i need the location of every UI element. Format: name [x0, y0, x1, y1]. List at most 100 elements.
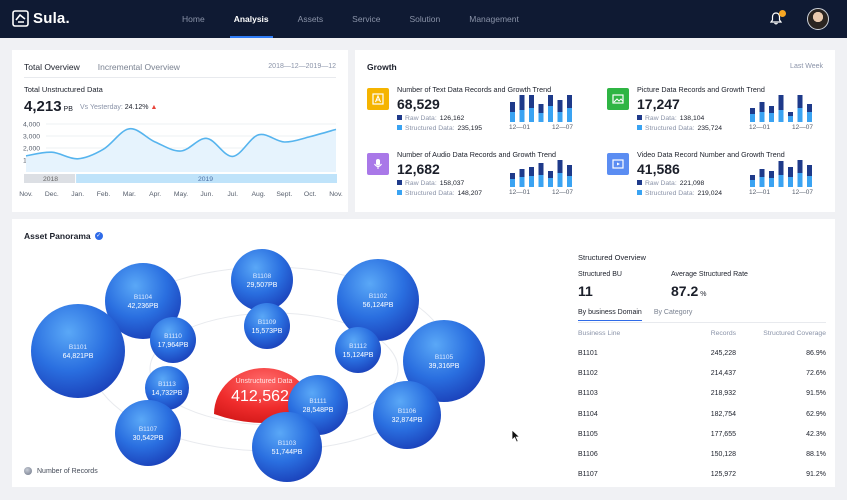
cell-business-line: B1104 — [578, 410, 598, 418]
bubble-b1108[interactable] — [231, 249, 293, 311]
structured-overview: Structured Overview Structured BU Averag… — [578, 219, 826, 487]
bar-structured — [797, 173, 803, 187]
bubble-b1103[interactable] — [252, 412, 322, 482]
tab-incremental-overview[interactable]: Incremental Overview — [97, 62, 180, 72]
raw-legend-swatch — [397, 180, 402, 185]
period-selector[interactable]: Last Week — [790, 63, 823, 70]
bar-raw — [750, 175, 755, 180]
brand-name: Sula. — [33, 10, 70, 27]
bar-structured — [769, 113, 774, 122]
growth-item[interactable]: Video Data Record Number and Growth Tren… — [607, 150, 837, 210]
mini-bar-chart — [750, 95, 812, 122]
cell-records: 177,655 — [710, 430, 736, 438]
y-tick-label: 4,000 — [23, 122, 40, 129]
bar-raw — [769, 171, 774, 178]
table-row[interactable]: B1104 182,754 62.9% — [578, 411, 826, 421]
overview-title: Total Unstructured Data — [24, 85, 103, 94]
year-label-2019: 2019 — [198, 176, 213, 183]
raw-data-label: Raw Data: — [645, 180, 677, 187]
structured-data-row: Structured Data: 219,024 — [637, 190, 722, 197]
bar-raw — [750, 108, 755, 114]
table-row[interactable]: B1107 125,972 91.2% — [578, 471, 826, 481]
col-structured-coverage[interactable]: Structured Coverage — [763, 330, 826, 337]
bubble-id: B1108 — [253, 273, 272, 280]
nav-service[interactable]: Service — [352, 14, 381, 24]
tick-end: 12—07 — [552, 189, 573, 196]
bubble-id: B1110 — [164, 333, 182, 340]
nav-solution[interactable]: Solution — [409, 14, 441, 24]
notification-bell-icon[interactable] — [769, 10, 786, 27]
bubble-id: B1106 — [398, 408, 417, 415]
bubble-id: B1101 — [69, 344, 88, 351]
bar-structured — [557, 173, 563, 187]
date-range[interactable]: 2018—12—2019—12 — [268, 63, 336, 70]
table-row[interactable]: B1105 177,655 42.3% — [578, 431, 826, 441]
bar-raw — [797, 160, 803, 173]
bubble-b1112[interactable] — [335, 327, 381, 373]
tick-end: 12—07 — [552, 124, 573, 131]
growth-item[interactable]: Number of Text Data Records and Growth T… — [367, 85, 597, 145]
raw-legend-swatch — [397, 115, 402, 120]
tab-total-overview[interactable]: Total Overview — [24, 62, 80, 78]
bar-structured — [769, 178, 774, 187]
tab-by-category[interactable]: By Category — [653, 309, 693, 316]
nav-home[interactable]: Home — [182, 14, 205, 24]
cell-records: 214,437 — [710, 370, 736, 378]
bubble-b1105[interactable] — [403, 320, 485, 402]
bubble-b1113[interactable] — [145, 366, 189, 410]
mini-chart-axis: 12—01 12—07 — [509, 189, 573, 196]
bubble-value: 29,507PB — [247, 282, 278, 289]
x-tick-label: Feb. — [97, 191, 111, 198]
bubble-b1107[interactable] — [115, 400, 181, 466]
bubble-b1101[interactable] — [31, 304, 125, 398]
table-row[interactable]: B1103 218,932 91.5% — [578, 390, 826, 400]
nav-management[interactable]: Management — [469, 14, 519, 24]
bar-raw — [788, 167, 793, 177]
raw-data-value: 138,104 — [679, 115, 705, 122]
nav-analysis[interactable]: Analysis — [229, 0, 273, 38]
growth-item[interactable]: Picture Data Records and Growth Trend 17,… — [607, 85, 837, 145]
tab-by-business-domain[interactable]: By business Domain — [578, 309, 642, 321]
structured-data-value: 219,024 — [697, 190, 723, 197]
bar-raw — [538, 163, 544, 175]
raw-data-row: Raw Data: 158,037 — [397, 180, 464, 187]
cell-business-line: B1103 — [578, 390, 598, 398]
table-row[interactable]: B1106 150,128 88.1% — [578, 451, 826, 461]
bubble-b1110[interactable] — [150, 317, 196, 363]
table-row[interactable]: B1101 245,228 86.9% — [578, 350, 826, 360]
bubble-value: 30,542PB — [133, 435, 164, 442]
bar-structured — [750, 180, 755, 187]
bubble-value: 51,744PB — [272, 449, 303, 456]
bar-raw — [778, 161, 784, 175]
user-avatar[interactable] — [807, 8, 829, 30]
col-business-line[interactable]: Business Line — [578, 330, 621, 337]
bubble-value: 14,732PB — [152, 390, 183, 397]
tick-start: 12—01 — [509, 189, 530, 196]
bar-raw — [519, 95, 525, 110]
growth-item-title: Video Data Record Number and Growth Tren… — [637, 150, 785, 159]
bar-raw — [529, 95, 534, 108]
bubble-id: B1105 — [435, 354, 454, 361]
brand-logo[interactable]: Sula. — [12, 10, 70, 27]
bar-raw — [807, 104, 812, 112]
bar-structured — [797, 108, 803, 122]
year-band-2019[interactable] — [76, 174, 337, 183]
picture-icon — [607, 88, 629, 110]
center-value: 412,562 — [231, 388, 289, 405]
growth-item[interactable]: Number of Audio Data Records and Growth … — [367, 150, 597, 210]
bar-structured — [759, 112, 765, 122]
bubble-b1102[interactable] — [337, 259, 419, 341]
bar-raw — [778, 95, 784, 110]
year-band-2018[interactable] — [24, 174, 76, 183]
bubble-b1106[interactable] — [373, 381, 441, 449]
structured-data-label: Structured Data: — [645, 125, 695, 132]
bar-structured — [778, 175, 784, 187]
table-row[interactable]: B1102 214,437 72.6% — [578, 370, 826, 380]
col-records[interactable]: Records — [710, 330, 736, 337]
bubble-b1109[interactable] — [244, 303, 290, 349]
asset-title-text: Asset Panorama — [24, 231, 91, 241]
nav-assets[interactable]: Assets — [297, 14, 324, 24]
structured-tab-divider — [578, 322, 826, 323]
bar-structured — [548, 106, 553, 122]
overview-tabs: Total Overview Incremental Overview — [24, 62, 198, 78]
